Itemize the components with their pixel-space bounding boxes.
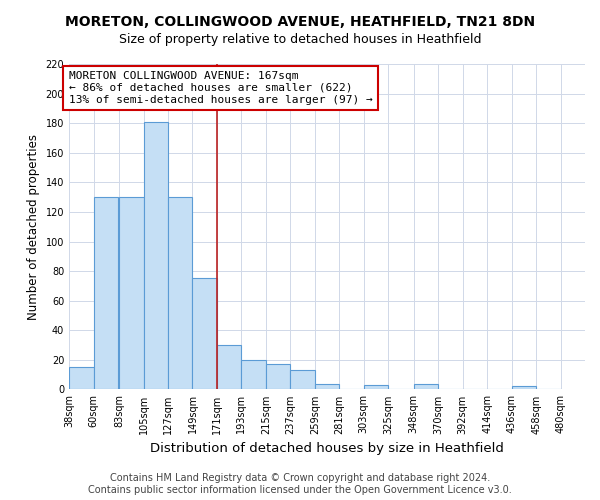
Bar bbox=[143, 122, 168, 390]
Bar bbox=[266, 364, 290, 390]
Bar bbox=[168, 197, 193, 390]
Bar bbox=[193, 278, 217, 390]
Bar bbox=[217, 345, 241, 390]
Bar bbox=[290, 370, 315, 390]
Bar bbox=[69, 367, 94, 390]
Bar bbox=[315, 384, 339, 390]
Y-axis label: Number of detached properties: Number of detached properties bbox=[27, 134, 40, 320]
Bar bbox=[512, 386, 536, 390]
Text: MORETON COLLINGWOOD AVENUE: 167sqm
← 86% of detached houses are smaller (622)
13: MORETON COLLINGWOOD AVENUE: 167sqm ← 86%… bbox=[69, 72, 373, 104]
Bar bbox=[94, 197, 118, 390]
Text: Size of property relative to detached houses in Heathfield: Size of property relative to detached ho… bbox=[119, 32, 481, 46]
Text: Contains HM Land Registry data © Crown copyright and database right 2024.
Contai: Contains HM Land Registry data © Crown c… bbox=[88, 474, 512, 495]
Bar bbox=[241, 360, 266, 390]
Bar bbox=[414, 384, 438, 390]
Text: MORETON, COLLINGWOOD AVENUE, HEATHFIELD, TN21 8DN: MORETON, COLLINGWOOD AVENUE, HEATHFIELD,… bbox=[65, 15, 535, 29]
Bar bbox=[119, 197, 143, 390]
Bar bbox=[364, 385, 388, 390]
X-axis label: Distribution of detached houses by size in Heathfield: Distribution of detached houses by size … bbox=[150, 442, 504, 455]
